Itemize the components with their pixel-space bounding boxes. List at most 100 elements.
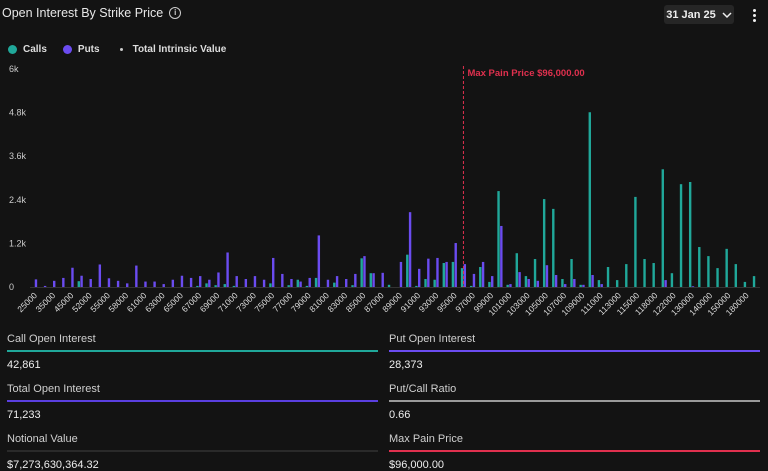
call-bar xyxy=(661,169,664,287)
call-bar xyxy=(752,276,756,287)
call-bar xyxy=(679,184,683,287)
call-bar xyxy=(734,264,737,287)
info-icon[interactable]: i xyxy=(169,7,182,19)
expiry-date-label: 31 Jan 25 xyxy=(666,8,716,21)
put-bar xyxy=(491,276,494,287)
call-bar xyxy=(223,284,226,287)
call-bar xyxy=(497,191,500,287)
call-bar xyxy=(634,196,637,287)
call-bar xyxy=(643,259,646,287)
max-pain-label: Max Pain Price $96,000.00 xyxy=(467,68,584,79)
put-bar xyxy=(290,279,293,287)
call-bar xyxy=(333,282,336,287)
open-interest-chart: 01.2k2.4k3.6k4.8k6k250003500045000520005… xyxy=(9,64,760,317)
put-bar xyxy=(162,284,165,287)
chart-title: Open Interest By Strike Price i xyxy=(2,6,182,20)
put-bar xyxy=(500,225,503,287)
put-bar xyxy=(235,276,238,287)
stat-label: Notional Value xyxy=(7,433,78,445)
call-bar xyxy=(597,280,601,287)
stat-label: Call Open Interest xyxy=(7,333,96,345)
put-bar xyxy=(244,279,248,287)
legend-item-puts[interactable]: Puts xyxy=(62,44,100,55)
put-bar xyxy=(381,272,384,287)
chevron-down-icon xyxy=(722,11,732,18)
put-bar xyxy=(354,273,357,287)
call-bar xyxy=(533,259,537,287)
legend-item-calls[interactable]: Calls xyxy=(8,44,47,55)
put-bar xyxy=(554,275,558,287)
call-bar xyxy=(652,263,655,287)
stat-color-bar xyxy=(7,400,378,402)
put-bar xyxy=(281,273,284,287)
call-bar xyxy=(406,254,409,287)
put-bar xyxy=(71,267,74,287)
put-bar xyxy=(262,279,266,287)
stat-label: Total Open Interest xyxy=(7,383,100,395)
y-tick-label: 3.6k xyxy=(9,151,27,161)
call-bar xyxy=(387,284,391,287)
put-bar xyxy=(509,284,512,287)
put-bar xyxy=(253,276,257,287)
call-bar xyxy=(479,267,482,287)
call-bar xyxy=(716,268,719,287)
put-bar xyxy=(536,280,540,287)
call-bar xyxy=(670,273,674,287)
chart-legend: Calls Puts Total Intrinsic Value xyxy=(8,44,242,55)
stat-value: 42,861 xyxy=(7,359,41,371)
stat-notional-value: Notional Value $7,273,630,364.32 xyxy=(7,433,378,471)
put-bar xyxy=(399,261,403,287)
put-bar xyxy=(472,273,476,287)
stat-value: 28,373 xyxy=(389,359,423,371)
put-bar xyxy=(436,257,439,287)
expiry-date-dropdown[interactable]: 31 Jan 25 xyxy=(664,5,734,24)
y-tick-label: 2.4k xyxy=(9,195,27,205)
put-bar xyxy=(98,264,102,287)
call-bar xyxy=(743,281,747,287)
put-bar xyxy=(481,261,485,287)
put-bar xyxy=(34,279,38,287)
call-bar xyxy=(506,284,509,287)
call-bar xyxy=(360,258,363,287)
put-bar xyxy=(43,285,47,287)
put-bar xyxy=(573,279,576,287)
call-bar xyxy=(369,273,372,287)
put-bar xyxy=(418,268,421,287)
put-bar xyxy=(527,279,530,287)
put-bar xyxy=(326,279,330,287)
y-tick-label: 4.8k xyxy=(9,108,27,118)
put-bar xyxy=(53,280,56,287)
put-bar xyxy=(126,283,129,287)
call-bar xyxy=(707,256,710,287)
call-bar xyxy=(688,181,692,287)
put-bar xyxy=(199,276,202,287)
legend-label: Calls xyxy=(23,44,47,55)
put-bar xyxy=(189,277,193,287)
call-bar xyxy=(488,281,491,287)
put-bar xyxy=(80,275,83,287)
stat-color-bar xyxy=(389,400,760,402)
put-bar xyxy=(454,243,457,287)
stat-put-call-ratio: Put/Call Ratio 0.66 xyxy=(389,383,760,421)
call-bar xyxy=(415,285,418,287)
call-bar xyxy=(579,284,582,287)
chart-title-text: Open Interest By Strike Price xyxy=(2,6,164,20)
more-options-kebab-icon[interactable] xyxy=(748,5,760,25)
y-tick-label: 0 xyxy=(9,282,14,292)
stat-value: 0.66 xyxy=(389,409,411,421)
put-bar xyxy=(62,277,65,287)
call-bar xyxy=(460,268,464,287)
call-bar xyxy=(232,285,236,287)
put-bar xyxy=(226,252,229,287)
legend-item-intrinsic[interactable]: Total Intrinsic Value xyxy=(116,44,226,55)
stat-value: 71,233 xyxy=(7,409,41,421)
call-bar xyxy=(314,277,318,287)
stat-color-bar xyxy=(7,450,378,452)
put-bar xyxy=(135,265,138,287)
put-bar xyxy=(345,279,348,287)
call-bar xyxy=(433,279,436,287)
stat-label: Put Open Interest xyxy=(389,333,476,345)
put-bar xyxy=(591,275,594,287)
put-bar xyxy=(89,279,92,287)
stat-value: $96,000.00 xyxy=(389,459,445,471)
